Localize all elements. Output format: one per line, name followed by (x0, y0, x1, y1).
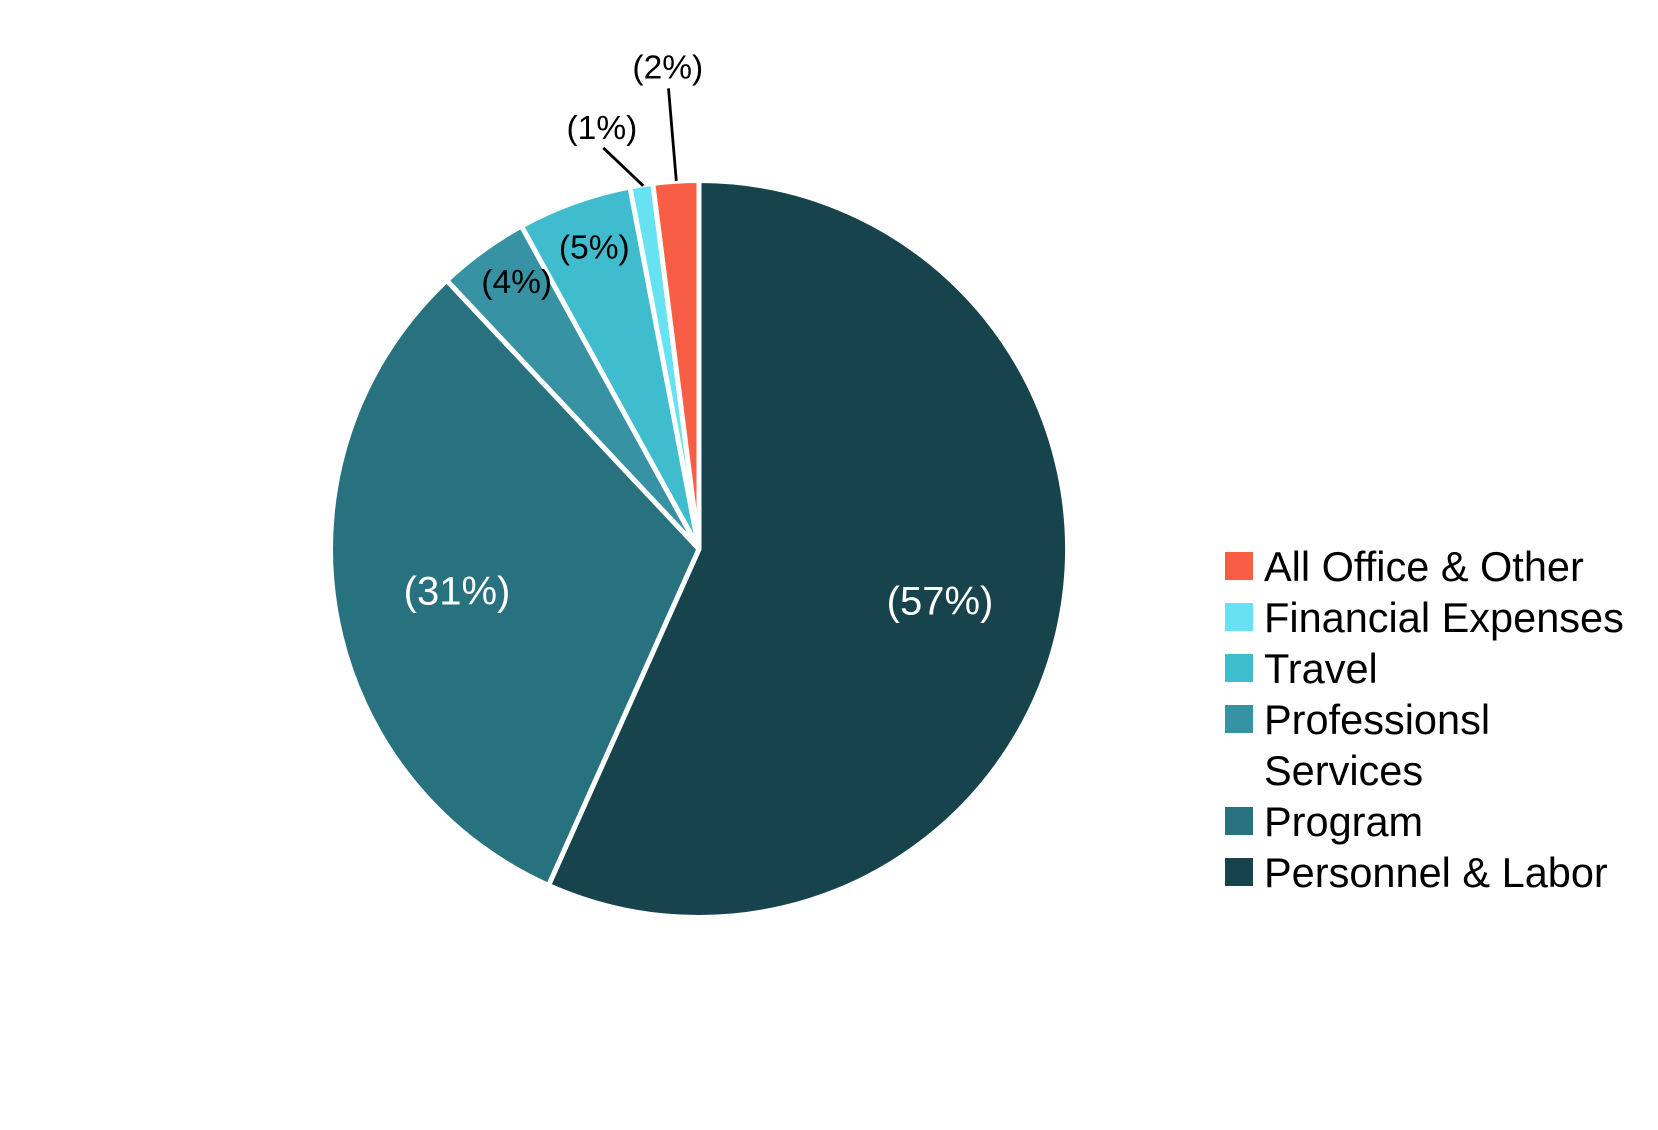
svg-text:(57%): (57%) (887, 580, 994, 624)
svg-text:(4%): (4%) (481, 264, 552, 301)
svg-text:(2%): (2%) (632, 50, 703, 87)
svg-text:(5%): (5%) (559, 230, 630, 267)
svg-text:(31%): (31%) (404, 570, 511, 614)
svg-text:(1%): (1%) (567, 110, 638, 147)
